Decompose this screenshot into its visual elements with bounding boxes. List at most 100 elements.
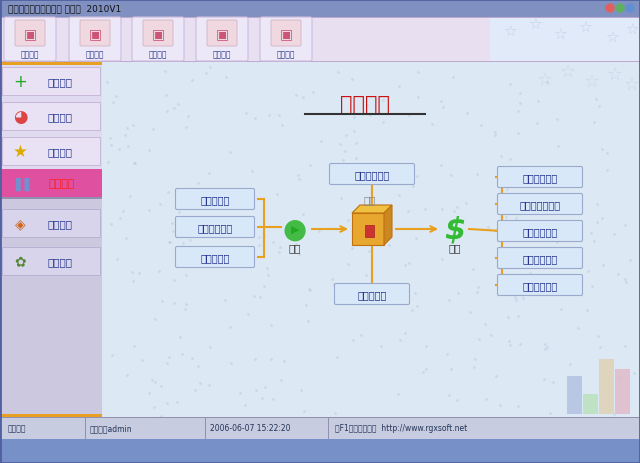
Text: ☆: ☆ <box>537 71 553 89</box>
Bar <box>599 359 614 414</box>
Text: 业务员销售统计: 业务员销售统计 <box>520 200 561 210</box>
Text: $: $ <box>444 215 466 244</box>
Text: 软件帮助: 软件帮助 <box>212 50 231 59</box>
Text: ▣: ▣ <box>280 27 292 41</box>
Text: 系统设置: 系统设置 <box>47 257 72 266</box>
Bar <box>0 18 640 63</box>
Text: ◕: ◕ <box>13 108 28 126</box>
Text: 商品销售排行: 商品销售排行 <box>522 253 557 263</box>
Text: ☆: ☆ <box>528 18 542 32</box>
Text: 购购管理: 购购管理 <box>20 50 39 59</box>
FancyBboxPatch shape <box>260 18 312 62</box>
Text: ◈: ◈ <box>15 217 26 231</box>
Bar <box>490 18 640 63</box>
Text: ▣: ▣ <box>152 27 164 41</box>
Text: 供应商统计: 供应商统计 <box>200 194 230 205</box>
Text: ☆: ☆ <box>553 27 567 43</box>
Text: ▐▐: ▐▐ <box>10 177 29 190</box>
Bar <box>0 414 102 418</box>
Text: 按F1查看帮助文档  http://www.rgxsoft.net: 按F1查看帮助文档 http://www.rgxsoft.net <box>335 424 467 432</box>
FancyBboxPatch shape <box>196 18 248 62</box>
FancyBboxPatch shape <box>143 21 173 47</box>
Polygon shape <box>352 213 384 245</box>
Bar <box>0 63 102 240</box>
Text: 进货: 进货 <box>289 243 301 252</box>
Text: ☆: ☆ <box>605 31 619 45</box>
Bar <box>0 62 640 63</box>
FancyBboxPatch shape <box>497 167 582 188</box>
Bar <box>2 68 100 96</box>
Text: 业务员采购: 业务员采购 <box>200 252 230 263</box>
Bar <box>0 198 102 200</box>
Text: 操作员：admin: 操作员：admin <box>90 424 132 432</box>
Text: 库存成本统计: 库存成本统计 <box>355 169 390 180</box>
Text: 龙岩软件: 龙岩软件 <box>8 424 26 432</box>
Bar <box>2 103 100 131</box>
Bar <box>0 417 640 439</box>
Text: ★: ★ <box>13 143 28 161</box>
Text: ▣: ▣ <box>216 27 228 41</box>
Text: 销售管理: 销售管理 <box>47 112 72 122</box>
Text: 销售分析: 销售分析 <box>148 50 167 59</box>
Bar <box>2 138 100 166</box>
FancyBboxPatch shape <box>335 284 410 305</box>
Bar <box>0 0 640 18</box>
Bar <box>0 417 640 418</box>
Text: 退出系统: 退出系统 <box>276 50 295 59</box>
Bar <box>2 247 100 275</box>
Text: 仓库: 仓库 <box>364 194 376 205</box>
Circle shape <box>606 5 614 13</box>
Text: 库存变动表: 库存变动表 <box>357 289 387 300</box>
FancyBboxPatch shape <box>175 189 255 210</box>
Text: ☆: ☆ <box>503 25 517 39</box>
Text: 2006-06-07 15:22:20: 2006-06-07 15:22:20 <box>210 424 291 432</box>
Text: 库存管理: 库存管理 <box>47 147 72 156</box>
Bar <box>583 394 598 414</box>
Text: ▣: ▣ <box>88 27 102 41</box>
Text: 统计报表: 统计报表 <box>49 179 76 188</box>
Text: 销售营业分析: 销售营业分析 <box>522 281 557 290</box>
FancyBboxPatch shape <box>497 248 582 269</box>
Text: 统计报表: 统计报表 <box>340 95 390 115</box>
FancyBboxPatch shape <box>497 194 582 215</box>
Text: ✿: ✿ <box>14 255 26 269</box>
Polygon shape <box>384 206 392 245</box>
FancyBboxPatch shape <box>175 217 255 238</box>
FancyBboxPatch shape <box>4 18 56 62</box>
Text: ☆: ☆ <box>560 63 576 81</box>
Text: 商品采购统计: 商品采购统计 <box>197 223 232 232</box>
Text: 销售: 销售 <box>449 243 461 252</box>
Bar <box>2 210 100 238</box>
Text: 龙岩五金建材管理系统 标准版  2010V1: 龙岩五金建材管理系统 标准版 2010V1 <box>8 5 121 13</box>
Text: 日常管理: 日常管理 <box>47 219 72 229</box>
FancyBboxPatch shape <box>80 21 110 47</box>
Text: +: + <box>13 73 27 91</box>
FancyBboxPatch shape <box>497 221 582 242</box>
Bar <box>0 63 102 66</box>
Text: ☆: ☆ <box>607 66 623 84</box>
Polygon shape <box>352 206 392 213</box>
Text: ▣: ▣ <box>24 27 36 41</box>
FancyBboxPatch shape <box>132 18 184 62</box>
Bar <box>102 63 640 417</box>
Text: ☆: ☆ <box>625 22 639 38</box>
Text: 客户销售统计: 客户销售统计 <box>522 173 557 182</box>
Text: ☆: ☆ <box>624 76 640 94</box>
FancyBboxPatch shape <box>69 18 121 62</box>
Bar <box>0 18 640 19</box>
Bar <box>0 169 102 198</box>
FancyBboxPatch shape <box>271 21 301 47</box>
Bar <box>567 376 582 414</box>
Circle shape <box>626 5 634 13</box>
FancyBboxPatch shape <box>207 21 237 47</box>
FancyBboxPatch shape <box>15 21 45 47</box>
Text: 单据查询: 单据查询 <box>86 50 104 59</box>
Text: ☆: ☆ <box>584 73 600 91</box>
Text: 进货管理: 进货管理 <box>47 77 72 87</box>
FancyBboxPatch shape <box>497 275 582 296</box>
Polygon shape <box>365 225 374 238</box>
FancyBboxPatch shape <box>330 164 415 185</box>
FancyBboxPatch shape <box>175 247 255 268</box>
Bar <box>0 198 102 417</box>
Text: ☆: ☆ <box>578 20 592 36</box>
